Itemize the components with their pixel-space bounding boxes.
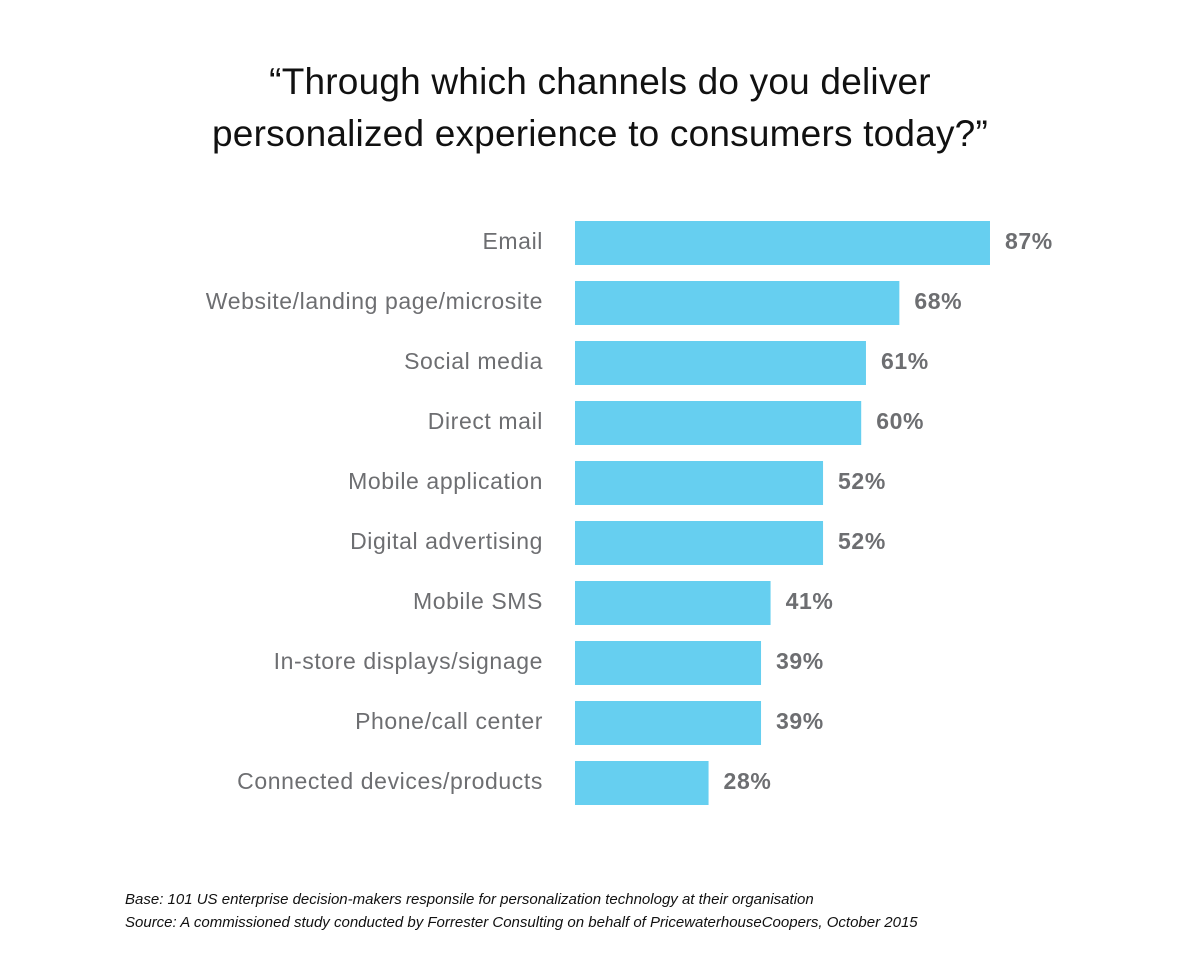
category-label: Website/landing page/microsite (206, 288, 543, 314)
value-label: 52% (838, 528, 886, 554)
category-label: Mobile SMS (413, 588, 543, 614)
category-label: Digital advertising (350, 528, 543, 554)
bar (575, 761, 709, 805)
value-label: 60% (876, 408, 924, 434)
value-label: 68% (914, 288, 962, 314)
bar (575, 281, 900, 325)
note: Base: 101 US enterprise decision-makers … (125, 891, 814, 908)
chart: Email 87% Website/landing page/microsite 68… (206, 221, 1053, 805)
category-label: In-store displays/signage (274, 648, 543, 674)
category-label: Email (482, 228, 543, 254)
note: Source: A commissioned study conducted b… (125, 914, 918, 931)
bar (575, 581, 771, 625)
value-label: 41% (786, 588, 834, 614)
bar (575, 401, 862, 445)
category-label: Direct mail (428, 408, 543, 434)
bar (575, 461, 824, 505)
value-label: 87% (1005, 228, 1053, 254)
bar (575, 221, 990, 265)
value-label: 39% (776, 708, 824, 734)
value-label: 52% (838, 468, 886, 494)
value-label: 39% (776, 648, 824, 674)
chart-title: “Through which channels do you deliver p… (212, 61, 988, 154)
bar (575, 341, 866, 385)
category-label: Phone/call center (355, 708, 543, 734)
value-label: 28% (724, 768, 772, 794)
value-label: 61% (881, 348, 929, 374)
category-label: Social media (404, 348, 543, 374)
category-label: Connected devices/products (237, 768, 543, 794)
notes: Base: 101 US enterprise decision-makers … (125, 888, 918, 934)
bar (575, 641, 762, 685)
bar (575, 701, 762, 745)
bar (575, 521, 824, 565)
category-label: Mobile application (348, 468, 543, 494)
